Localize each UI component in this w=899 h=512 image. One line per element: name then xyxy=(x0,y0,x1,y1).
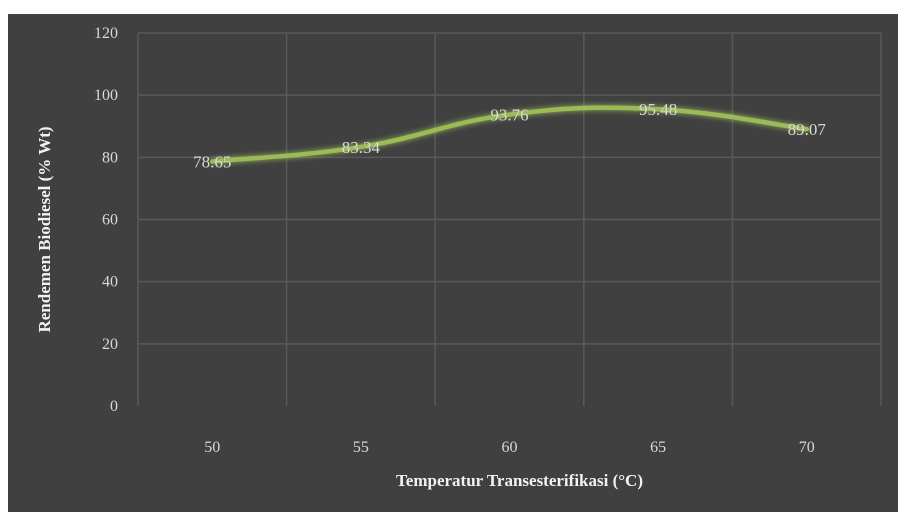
data-point xyxy=(507,112,512,117)
gridlines xyxy=(137,32,882,406)
chart-panel: 0 20 40 60 80 100 120 50 55 60 65 70 78.65 83.34 93.… xyxy=(8,14,898,512)
data-label: 93.76 xyxy=(490,106,528,125)
data-point xyxy=(210,159,215,164)
x-axis-ticks: 50 55 60 65 70 xyxy=(204,439,814,456)
line-chart: 0 20 40 60 80 100 120 50 55 60 65 70 78.65 83.34 93.… xyxy=(35,25,882,490)
y-tick-label: 60 xyxy=(102,212,118,229)
data-point xyxy=(358,144,363,149)
series-line-group xyxy=(210,105,809,164)
x-tick-label: 55 xyxy=(353,439,369,456)
x-tick-label: 50 xyxy=(204,439,220,456)
y-axis-title: Rendemen Biodiesel (% Wt) xyxy=(35,126,54,332)
x-tick-label: 65 xyxy=(650,439,666,456)
y-tick-label: 80 xyxy=(102,149,118,166)
data-labels: 78.65 83.34 93.76 95.48 89.07 xyxy=(193,100,826,171)
data-label: 89.07 xyxy=(788,120,827,139)
y-tick-label: 20 xyxy=(102,336,118,353)
data-label: 78.65 xyxy=(193,153,231,172)
data-label: 83.34 xyxy=(342,138,381,157)
x-axis-title: Temperatur Transesterifikasi (°C) xyxy=(396,471,643,490)
x-tick-label: 70 xyxy=(799,439,815,456)
y-tick-label: 100 xyxy=(94,87,118,104)
y-axis-ticks: 0 20 40 60 80 100 120 xyxy=(94,25,118,415)
x-tick-label: 60 xyxy=(502,439,518,456)
y-tick-label: 40 xyxy=(102,274,118,291)
y-tick-label: 120 xyxy=(94,25,118,42)
data-point xyxy=(804,127,809,132)
data-point xyxy=(656,107,661,112)
y-tick-label: 0 xyxy=(110,398,118,415)
data-label: 95.48 xyxy=(639,100,677,119)
